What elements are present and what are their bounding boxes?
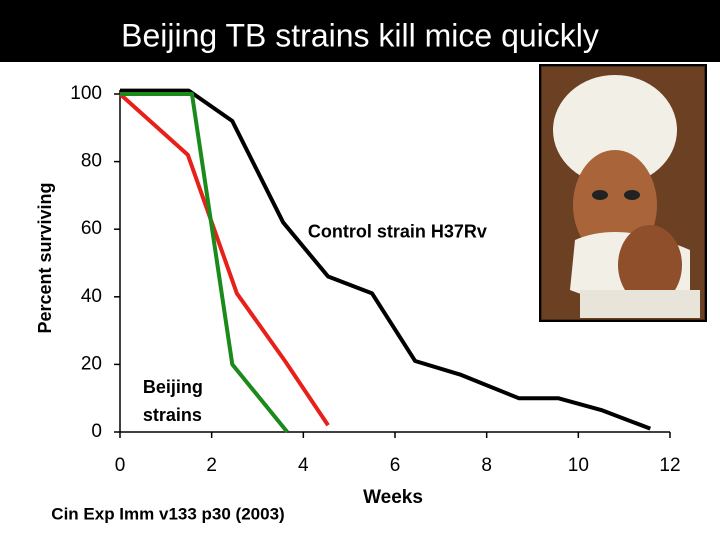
annotation-line: Beijing (143, 377, 203, 397)
x-tick-label: 10 (568, 455, 589, 476)
title-bar (0, 0, 720, 62)
x-tick-label: 2 (206, 455, 217, 476)
photo (539, 64, 707, 322)
series-line (120, 92, 289, 434)
y-axis-label: Percent surviving (35, 182, 55, 333)
x-tick-label: 12 (659, 455, 680, 476)
y-tick-label: 40 (81, 286, 102, 307)
y-tick-label: 80 (81, 151, 102, 172)
annotation: Control strain H37Rv (308, 221, 487, 241)
x-tick-label: 6 (390, 455, 401, 476)
chart-title: Beijing TB strains kill mice quickly (121, 17, 599, 53)
annotation-line: strains (143, 405, 202, 425)
x-tick-label: 0 (115, 455, 126, 476)
y-tick-label: 100 (70, 83, 102, 104)
annotation: Beijing strains (143, 377, 203, 425)
series-line (118, 92, 330, 427)
source-note: Cin Exp Imm v133 p30 (2003) (51, 504, 284, 523)
x-tick-label: 4 (298, 455, 309, 476)
y-tick-label: 20 (81, 353, 102, 374)
y-tick-label: 0 (91, 421, 102, 442)
x-tick-label: 8 (481, 455, 492, 476)
series-line (120, 88, 652, 431)
annotation-line: Control strain H37Rv (308, 221, 487, 241)
y-tick-label: 60 (81, 218, 102, 239)
x-axis-label: Weeks (363, 487, 423, 508)
